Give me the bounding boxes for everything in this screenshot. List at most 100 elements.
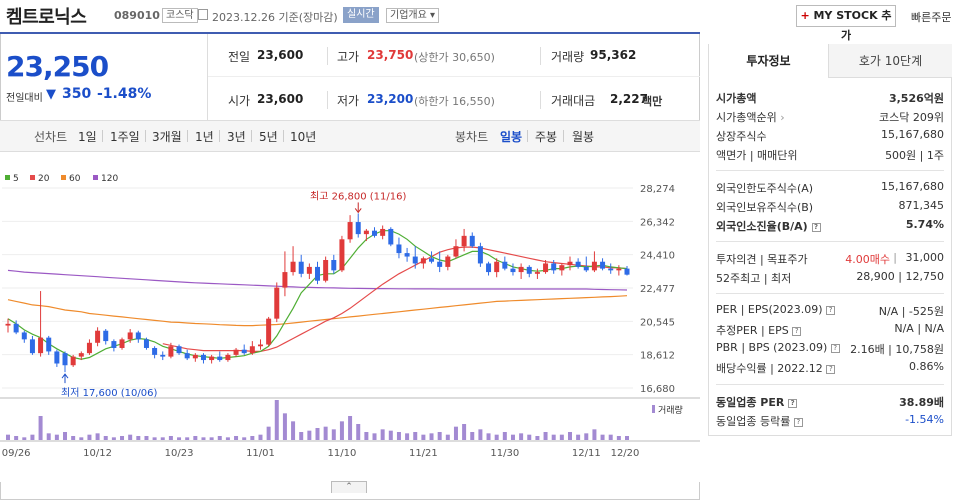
pbr-text: PBR | BPS (2023.09) xyxy=(716,341,828,354)
divider xyxy=(102,130,103,142)
candle-body xyxy=(298,261,304,274)
period-1y[interactable]: 1년 xyxy=(195,130,214,144)
amount-unit: 백만 xyxy=(642,95,663,108)
help-icon[interactable]: ? xyxy=(811,223,821,232)
help-icon[interactable]: ? xyxy=(793,418,803,427)
candle-body xyxy=(266,318,272,345)
volume-bar xyxy=(274,400,279,440)
volume-bar xyxy=(543,432,548,440)
price-chart[interactable]: 5 20 60 120 28,274 26,342 24,410 22,477 20,545 18… xyxy=(0,152,700,482)
candle-body xyxy=(46,337,52,352)
legend-label: 5 xyxy=(13,174,19,184)
volume-bar xyxy=(95,433,100,440)
volume-label: 거래량 xyxy=(551,50,585,64)
help-icon[interactable]: ? xyxy=(792,327,802,336)
legend-swatch xyxy=(61,175,66,180)
pbr-label: PBR | BPS (2023.09) ? xyxy=(716,341,840,354)
volume-bar xyxy=(437,432,442,440)
period-3m[interactable]: 3개월 xyxy=(152,130,182,144)
candle-body xyxy=(135,332,141,340)
period-monthly[interactable]: 월봉 xyxy=(572,130,595,144)
stock-code: 089010 xyxy=(114,9,160,22)
open-value: 23,600 xyxy=(257,92,304,106)
candle-body xyxy=(78,353,84,357)
volume-bar xyxy=(120,436,125,440)
ma20-line xyxy=(162,246,628,352)
volume-bar xyxy=(103,436,108,440)
x-tick-label: 10/23 xyxy=(165,448,194,459)
volume-bar xyxy=(348,416,353,440)
period-5y[interactable]: 5년 xyxy=(259,130,278,144)
low-label: 저가 xyxy=(337,94,360,108)
per-value: N/A | -525원 xyxy=(878,305,944,318)
candle-body xyxy=(616,268,622,271)
add-mystock-button[interactable]: + MY STOCK 추가 xyxy=(796,5,896,42)
market-cap-rank-label[interactable]: 시가총액순위 › xyxy=(716,109,785,125)
volume-bar xyxy=(519,433,524,440)
volume-bar xyxy=(30,434,35,440)
volume-bar xyxy=(429,433,434,440)
volume-bar xyxy=(79,437,84,440)
volume-bar xyxy=(413,432,418,440)
par-label: 액면가 | 매매단위 xyxy=(716,149,798,162)
foreign-ratio-value: 5.74% xyxy=(905,218,944,231)
volume-bar xyxy=(307,430,312,440)
sector-per-value: 38.89배 xyxy=(899,396,944,409)
prev-diff-label: 전일대비 xyxy=(6,93,43,104)
candle-body xyxy=(624,268,630,275)
volume-bar xyxy=(567,432,572,440)
volume-bar xyxy=(54,434,59,440)
candle-body xyxy=(70,356,76,366)
chart-collapse-handle[interactable]: ⌃ xyxy=(331,481,367,493)
divider: | xyxy=(893,251,897,264)
volume-bar xyxy=(421,434,426,440)
w52-value: 28,900 | 12,750 xyxy=(856,270,944,283)
help-icon[interactable]: ? xyxy=(826,306,836,315)
market-cap-rank-value: 코스닥 209위 xyxy=(879,111,944,124)
quick-order-link[interactable]: 빠른주문 xyxy=(911,11,952,24)
volume-bar xyxy=(299,432,304,440)
divider xyxy=(187,130,188,142)
tab-orderbook[interactable]: 호가 10단계 xyxy=(829,44,952,78)
help-icon[interactable]: ? xyxy=(788,399,798,408)
divider xyxy=(540,47,541,65)
candle-body xyxy=(13,323,19,333)
y-tick-label: 16,680 xyxy=(640,384,675,395)
period-1w[interactable]: 1주일 xyxy=(110,130,140,144)
period-daily[interactable]: 일봉 xyxy=(500,130,523,144)
company-overview-button[interactable]: 기업개요 ▾ xyxy=(386,8,439,23)
prev-close-value: 23,600 xyxy=(257,48,304,62)
tab-invest-info[interactable]: 투자정보 xyxy=(709,44,829,78)
volume-bar xyxy=(258,434,263,440)
candle-body xyxy=(5,323,11,326)
period-3y[interactable]: 3년 xyxy=(227,130,246,144)
help-icon[interactable]: ? xyxy=(830,344,840,353)
help-icon[interactable]: ? xyxy=(826,365,836,374)
candle-body xyxy=(404,253,410,257)
candle-body xyxy=(396,244,402,254)
volume-bar xyxy=(625,436,629,440)
dividend-row: 배당수익률 | 2022.12 ? 0.86% xyxy=(716,358,944,376)
candle-body xyxy=(127,332,133,340)
candle-body xyxy=(290,261,296,273)
candle-body xyxy=(551,263,557,271)
volume-bar xyxy=(242,437,247,440)
period-10y[interactable]: 10년 xyxy=(290,130,317,144)
x-tick-label: 11/01 xyxy=(246,448,275,459)
divider xyxy=(716,241,944,242)
period-weekly[interactable]: 주봉 xyxy=(535,130,558,144)
candle-body xyxy=(437,261,443,267)
pbr-row: PBR | BPS (2023.09) ? 2.16배 | 10,758원 xyxy=(716,339,944,357)
candle-body xyxy=(233,349,239,355)
volume-bar xyxy=(63,432,68,440)
period-1d[interactable]: 1일 xyxy=(78,130,97,144)
realtime-button[interactable]: 실시간 xyxy=(343,7,379,23)
y-tick-label: 26,342 xyxy=(640,217,675,228)
divider xyxy=(145,130,146,142)
volume-bar xyxy=(225,437,230,440)
candle-body xyxy=(257,344,263,347)
candle-body xyxy=(591,261,597,271)
volume-legend-swatch xyxy=(652,405,655,413)
volume-bar xyxy=(551,434,556,440)
quote-divider xyxy=(208,76,700,77)
